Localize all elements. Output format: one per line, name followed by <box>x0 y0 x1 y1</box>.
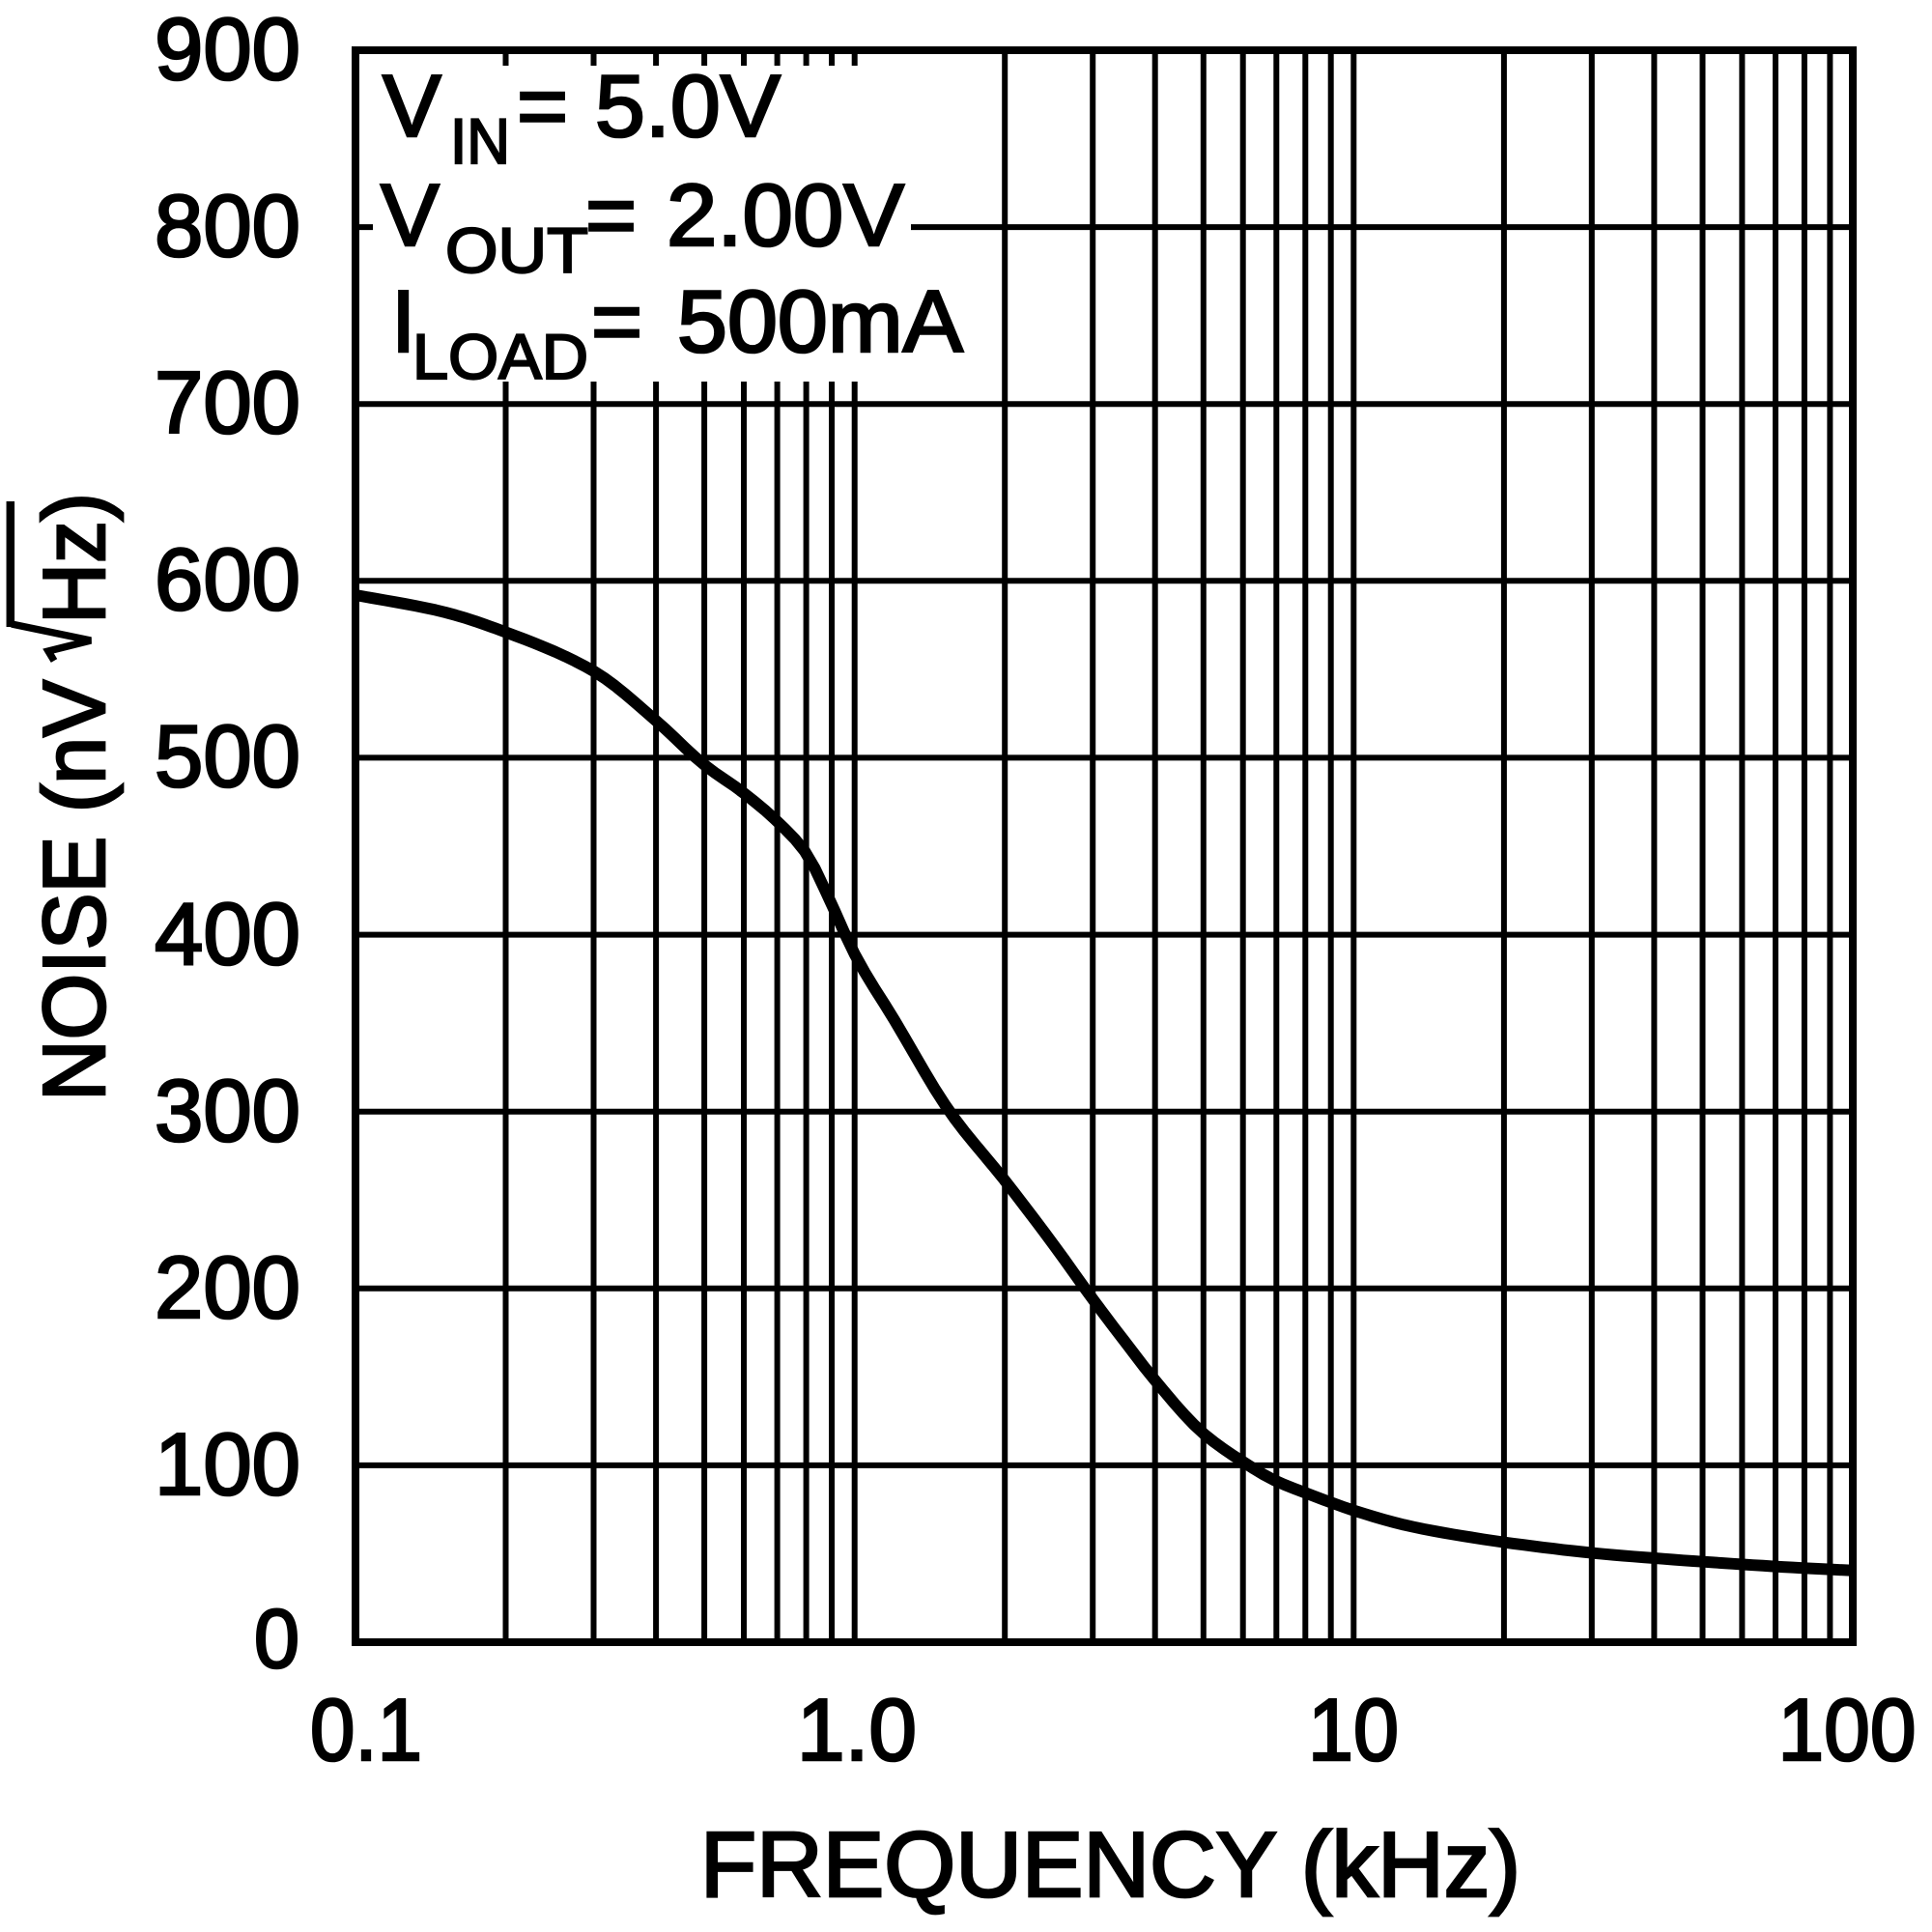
svg-text:900: 900 <box>155 1 300 99</box>
svg-text:OUT: OUT <box>445 214 588 286</box>
svg-text:0.1: 0.1 <box>310 1682 422 1779</box>
svg-text:5.0V: 5.0V <box>595 58 781 156</box>
svg-text:=: = <box>591 273 642 371</box>
svg-text:NOISE (nV: NOISE (nV <box>26 680 124 1101</box>
svg-text:300: 300 <box>155 1063 300 1160</box>
svg-text:V: V <box>381 167 440 265</box>
svg-text:FREQUENCY (kHz): FREQUENCY (kHz) <box>700 1813 1520 1917</box>
svg-text:100: 100 <box>1778 1682 1917 1779</box>
svg-text:400: 400 <box>155 886 300 983</box>
svg-text:0: 0 <box>254 1593 299 1686</box>
svg-text:10: 10 <box>1308 1682 1399 1779</box>
svg-text:500mA: 500mA <box>677 273 963 371</box>
svg-text:800: 800 <box>155 178 300 275</box>
svg-text:2.00V: 2.00V <box>667 167 904 265</box>
svg-text:1.0: 1.0 <box>797 1682 917 1779</box>
svg-text:I: I <box>391 273 415 371</box>
svg-text:700: 700 <box>155 355 300 452</box>
svg-text:V: V <box>383 58 441 156</box>
svg-text:500: 500 <box>155 708 300 806</box>
svg-text:IN: IN <box>450 105 510 177</box>
svg-text:=: = <box>585 167 637 265</box>
svg-text:100: 100 <box>155 1416 300 1514</box>
svg-text:200: 200 <box>155 1239 300 1337</box>
svg-text:Hz): Hz) <box>26 493 124 624</box>
svg-text:600: 600 <box>155 531 300 629</box>
svg-text:LOAD: LOAD <box>412 321 588 392</box>
svg-text:=: = <box>517 58 568 156</box>
